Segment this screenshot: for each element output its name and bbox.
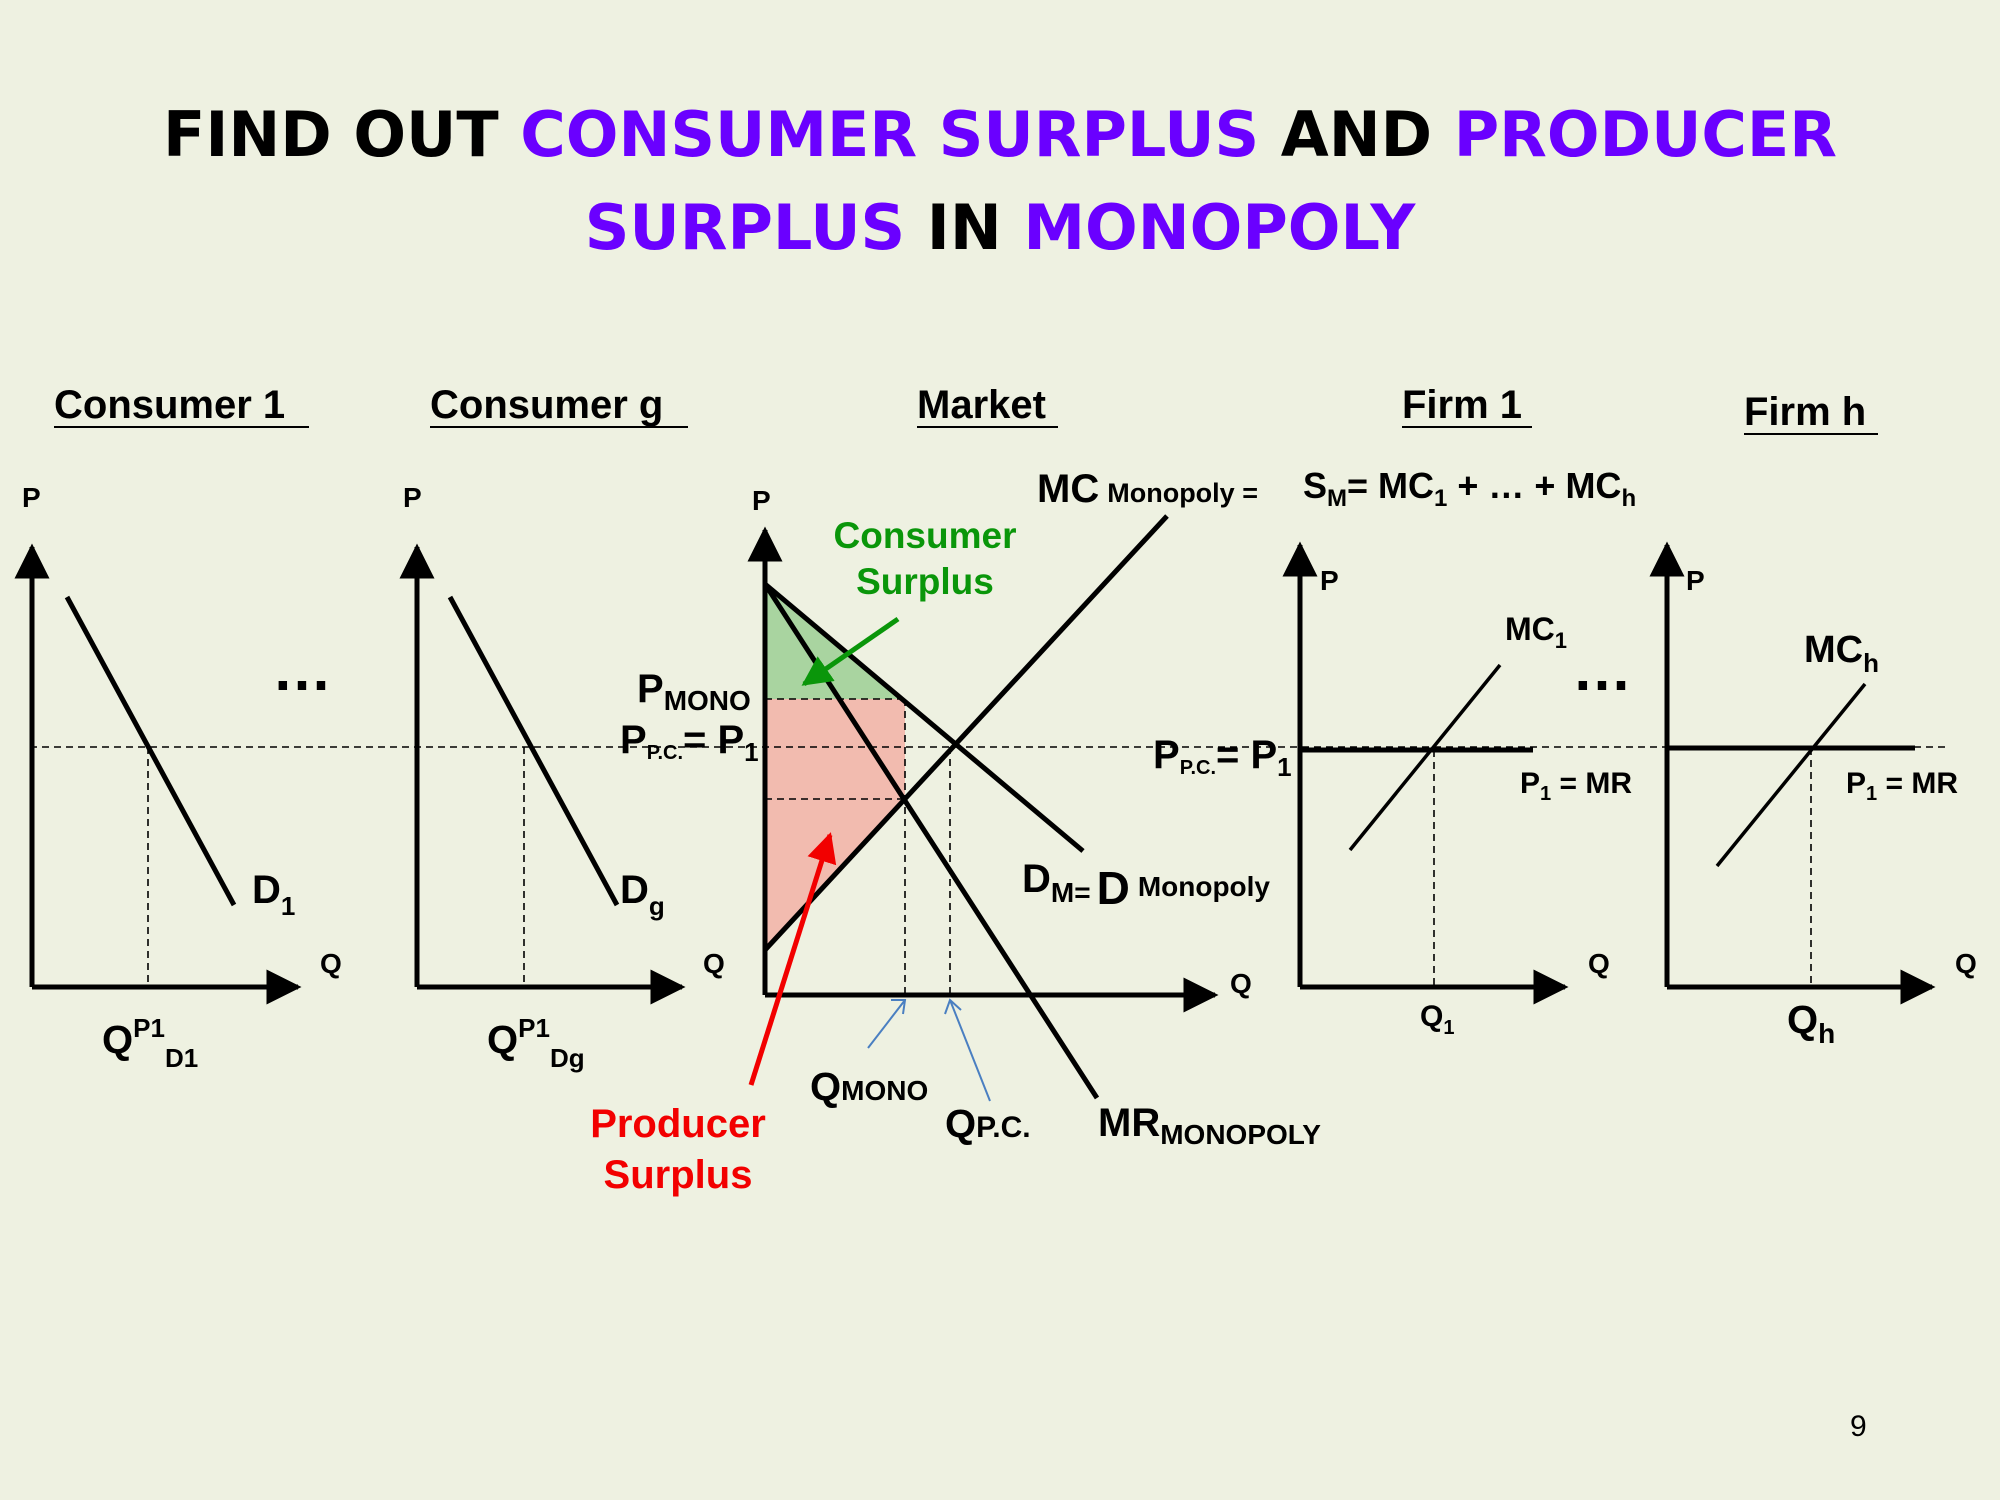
firm-h-q-axis-label: Q [1955,948,1977,979]
market-demand-curve [763,582,1085,853]
qmono-pointer-arrowhead [891,999,907,1015]
firm1-mc-label: MC1 [1505,611,1567,653]
title-text: IN [905,191,1024,264]
consumer-g-q-axis-label: Q [703,948,725,979]
pmono-label: PMONO [637,667,751,716]
title-text: FIND OUT [162,98,521,171]
firm1-mc-curve [1348,663,1502,852]
qpc-pointer-arrowhead [944,998,962,1015]
mc-monopoly-curve [763,514,1169,952]
qmono-label: QMONO [810,1065,928,1109]
firm1-ppc-label: PP.C.= P1 [1153,733,1292,782]
firm-h-q-label: Qh [1787,998,1835,1049]
consumer1-q-label: QP1D1 [102,1013,198,1073]
consumer-g-p-axis-label: P [403,482,422,513]
firm1-q-label: Q1 [1420,1000,1454,1039]
consumer-surplus-arrow [801,616,900,687]
firm-h-heading: Firm h [1744,390,1866,434]
firm-h-p1-mr-label: P1 = MR [1846,767,1958,805]
title-highlight: SURPLUS [584,191,906,264]
firm-h-mc-label: MCh [1804,629,1879,678]
producer-surplus-area [765,699,905,950]
firm1-panel: Firm 1 PP.C.= P1 P Q MC1 P1 = MR Q1 [1153,383,1632,1039]
market-heading: Market [917,383,1046,427]
firm-h-p-axis-label: P [1686,565,1705,596]
title-highlight: MONOPOLY [1023,191,1416,264]
consumer1-panel: Consumer 1 P Q D1 QP1D1 [14,383,342,1073]
consumer-g-q-label: QP1Dg [487,1013,585,1073]
consumer-g-heading: Consumer g [430,383,663,427]
consumer1-demand-curve [64,595,237,907]
qmono-pointer-arrow [867,999,906,1049]
producer-surplus-arrow [748,832,837,1086]
page-number: 9 [1850,1410,1867,1443]
consumer1-demand-label: D1 [252,868,295,921]
market-p-axis-label: P [752,485,771,516]
consumer-surplus-label: Consumer [834,515,1017,556]
ellipsis-consumers: … [272,636,332,703]
consumer-g-demand-label: Dg [620,868,665,921]
producer-surplus-label-2: Surplus [604,1153,753,1197]
dm-label: DM= D Monopoly [1022,857,1270,914]
qpc-label: QP.C. [945,1102,1031,1146]
title-highlight: PRODUCER [1453,98,1838,171]
market-panel: Market P Q MC Monopoly = SM= MC1 + … + MC… [590,383,1636,1197]
producer-surplus-label: Producer [590,1102,766,1146]
consumer1-p-axis-label: P [22,482,41,513]
firm1-p1-mr-label: P1 = MR [1520,767,1632,805]
market-ppc-label: PP.C.= P1 [620,718,759,767]
consumer-g-demand-curve [447,595,620,907]
slide-title: FIND OUT CONSUMER SURPLUS AND PRODUCER S… [0,88,2000,274]
firm-h-mc-curve [1715,682,1867,868]
firm-h-panel: Firm h P Q MCh P1 = MR Qh [1649,390,1977,1049]
consumer1-heading: Consumer 1 [54,383,285,427]
consumer-g-panel: Consumer g P Q Dg QP1Dg [399,383,725,1073]
supply-sum-label: SM= MC1 + … + MCh [1303,465,1636,512]
title-text: AND [1259,98,1454,171]
consumer-surplus-label-2: Surplus [856,561,994,602]
mc-monopoly-label: MC Monopoly = [1037,467,1258,511]
ellipsis-firms: … [1572,636,1632,703]
market-q-axis-label: Q [1230,968,1252,999]
qpc-pointer-arrow [949,999,991,1102]
firm1-heading: Firm 1 [1402,383,1522,427]
consumer1-q-axis-label: Q [320,948,342,979]
mr-monopoly-label: MRMONOPOLY [1098,1101,1321,1150]
firm1-q-axis-label: Q [1588,948,1610,979]
firm1-p-axis-label: P [1320,565,1339,596]
title-highlight: CONSUMER SURPLUS [520,98,1260,171]
